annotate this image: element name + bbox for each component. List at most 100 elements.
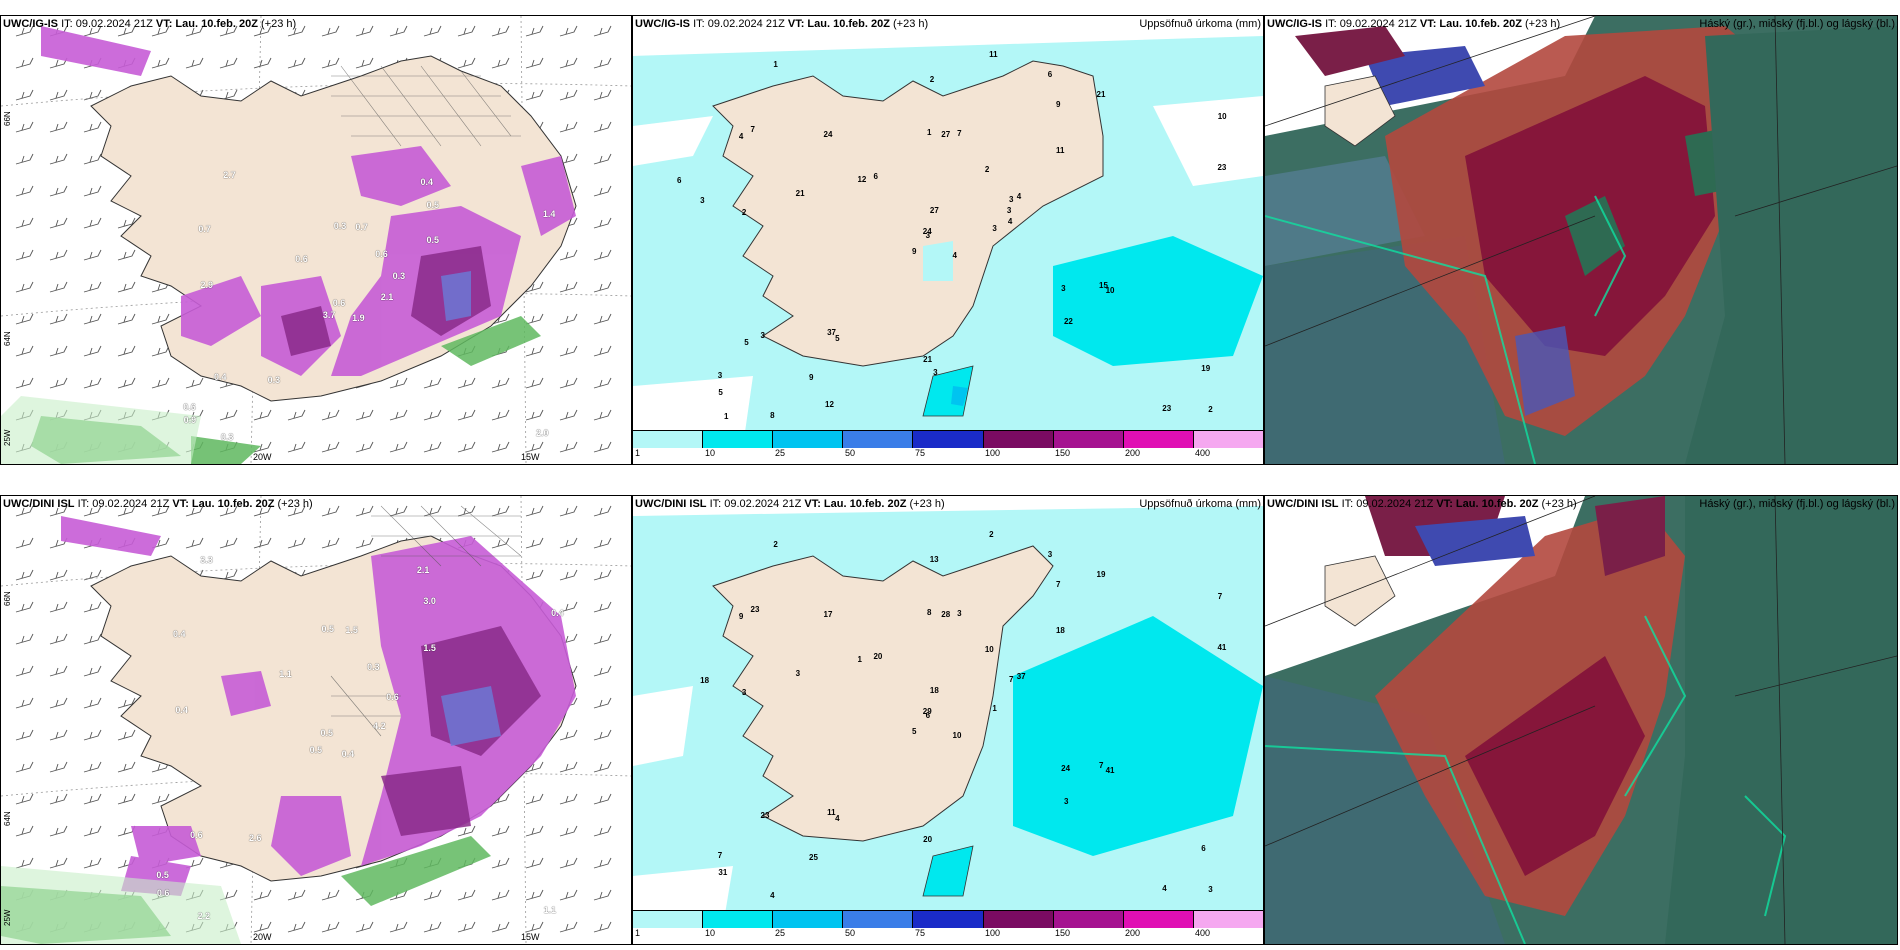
wind-barb [559,601,578,613]
wind-barb [525,921,544,933]
precip-value: 20 [923,835,933,845]
panel-top-right: UWC/IG-IS IT: 09.02.2024 21Z VT: Lau. 10… [1264,15,1900,465]
wind-barb [15,729,34,741]
precip-value: 2 [929,74,935,84]
wind-precip-map: UWC/IG-IS IT: 09.02.2024 21Z VT: Lau. 10… [0,15,632,465]
panel-bot-mid: UWC/DINI ISL IT: 09.02.2024 21Z VT: Lau.… [632,495,1264,945]
wind-barb [287,25,306,37]
wind-barb [559,313,578,325]
wind-barb [389,25,408,37]
wind-barb [389,377,408,389]
wind-barb [559,889,578,901]
wind-barb [15,313,34,325]
wind-barb [185,377,204,389]
lon-label-20w: 20W [253,932,272,942]
wind-barb [593,57,612,69]
precip-value: 3 [741,687,747,697]
precip-value: 9 [738,612,744,622]
precip-value: 6 [1047,69,1053,79]
colorbar-ticks: 1 10 25 50 75 100 150 200 400 [633,448,1263,460]
wind-barb [219,57,238,69]
wind-barb [151,25,170,37]
precip-value: 3 [760,330,765,340]
precip-value: 8 [770,410,775,420]
precip-value: 10 [1217,111,1227,121]
precip-value: 3 [925,230,931,240]
precip-value: 23 [760,810,770,820]
wind-barb [593,185,612,197]
wind-barb [457,409,476,421]
wind-precip-value: 2.9 [200,280,214,291]
wind-barb [457,377,476,389]
colorbar-tick-label: 150 [1055,928,1071,938]
wind-barb [525,889,544,901]
wind-precip-value: 3.0 [423,596,436,607]
wind-barb [491,409,510,421]
precip-value: 41 [1217,642,1227,652]
wind-barb [491,377,510,389]
map-canvas [1,496,631,944]
precip-value: 1 [857,655,862,665]
precip-value: 6 [873,172,878,182]
precip-value: 29 [922,706,932,716]
precip-value: 19 [1201,363,1211,373]
precip-value: 18 [1055,626,1065,636]
precip-value: 7 [1099,761,1104,771]
lat-label-66n: 66N [3,591,12,606]
wind-barb [559,857,578,869]
wind-barb [491,25,510,37]
precip-value: 37 [1016,671,1026,681]
wind-barb [253,409,272,421]
wind-barb [321,889,340,901]
wind-barb [49,665,68,677]
wind-barb [355,537,374,549]
wind-precip-value: 0.5 [426,234,439,245]
wind-barb [355,441,374,453]
wind-barb [525,857,544,869]
wind-precip-value: 0.3 [367,661,380,672]
wind-barb [49,281,68,293]
wind-precip-value: 0.7 [355,221,368,232]
colorbar-tick-label: 400 [1194,928,1211,938]
wind-barb [593,121,612,133]
wind-barb [15,57,34,69]
panel-bot-left: UWC/DINI ISL IT: 09.02.2024 21Z VT: Lau.… [0,495,632,945]
precip-value: 3 [1047,549,1053,559]
wind-barb [355,57,374,69]
precip-value: 21 [923,355,933,365]
precip-value: 12 [857,175,867,185]
wind-barb [593,921,612,933]
wind-barb [321,537,340,549]
wind-barb [15,121,34,133]
wind-barb [219,537,238,549]
wind-barb [117,377,136,389]
precip-value: 31 [718,868,728,878]
precip-value: 3 [700,195,705,205]
wind-barb [83,665,102,677]
precip-value: 1 [723,412,729,422]
lon-label-15w: 15W [521,932,540,942]
wind-barb [593,793,612,805]
wind-barb [559,345,578,357]
precip-value: 5 [911,727,917,737]
wind-precip-value: 0.4 [175,704,188,715]
precip-value: 23 [1217,162,1227,172]
panel-header: UWC/IG-IS IT: 09.02.2024 21Z VT: Lau. 10… [635,18,929,30]
colorbar-segment [1123,911,1194,928]
colorbar-segment [1193,911,1263,928]
wind-barb [525,409,544,421]
wind-barb [83,121,102,133]
colorbar-segment [633,431,704,448]
precip-value: 3 [717,370,723,380]
precip-value: 9 [1056,100,1061,110]
precip-value: 22 [1063,317,1073,327]
precip-value: 2 [984,164,990,174]
wind-barb [525,89,544,101]
wind-precip-value: 1.9 [352,313,365,324]
wind-barb [593,153,612,165]
precip-value: 10 [952,731,962,741]
wind-barb [559,409,578,421]
colorbar-ticks: 1 10 25 50 75 100 150 200 400 [633,928,1263,940]
wind-barb [83,761,102,773]
precip-value: 3 [1008,195,1014,205]
